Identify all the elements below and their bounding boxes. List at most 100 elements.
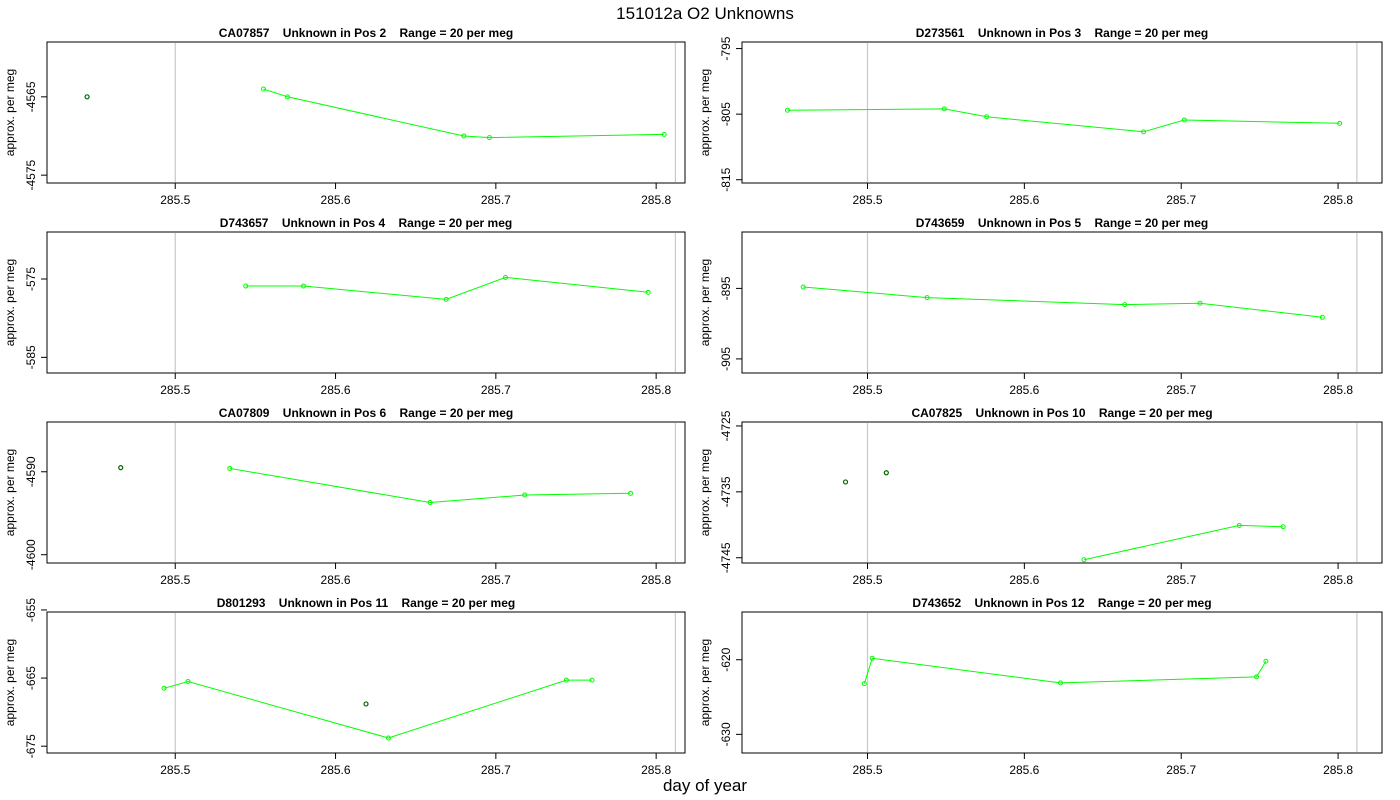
data-point [300, 283, 306, 289]
data-point [1263, 658, 1269, 664]
panel-6: CA07825 Unknown in Pos 10 Range = 20 per… [698, 406, 1383, 587]
x-tick-label: 285.7 [481, 573, 511, 587]
x-tick-label: 285.8 [1323, 193, 1353, 207]
y-tick-label: -895 [719, 276, 733, 300]
data-point [563, 677, 569, 683]
x-tick-label: 285.8 [1323, 763, 1353, 777]
panel-title-part: Range = 20 per meg [1086, 406, 1213, 420]
plot-frame [46, 611, 686, 754]
x-tick-label: 285.8 [641, 573, 671, 587]
panel-title-part: D743659 [916, 216, 965, 230]
x-tick-label: 285.8 [1323, 573, 1353, 587]
plot-frame [46, 231, 686, 374]
data-point [243, 283, 249, 289]
x-tick-label: 285.5 [160, 383, 190, 397]
data-point [461, 133, 467, 139]
panel-title-part: D743652 [912, 596, 961, 610]
x-tick-label: 285.6 [321, 573, 351, 587]
x-tick-label: 285.7 [1166, 383, 1196, 397]
panel-title: CA07857 Unknown in Pos 2 Range = 20 per … [219, 26, 513, 40]
data-point [185, 678, 191, 684]
x-tick-label: 285.6 [1009, 573, 1039, 587]
x-tick-label: 285.5 [852, 763, 882, 777]
panel-title-part: Range = 20 per meg [385, 216, 512, 230]
panel-title: D743652 Unknown in Pos 12 Range = 20 per… [912, 596, 1211, 610]
data-point [1254, 674, 1260, 680]
panel-title-part: Unknown in Pos 2 [269, 26, 386, 40]
panel-title-part: Range = 20 per meg [1085, 596, 1212, 610]
series-line [245, 276, 649, 300]
panel-title: CA07825 Unknown in Pos 10 Range = 20 per… [911, 406, 1212, 420]
x-tick-label: 285.5 [852, 383, 882, 397]
series-line [163, 679, 592, 739]
y-tick-label: -4725 [719, 410, 733, 441]
figure-title: 151012a O2 Unknowns [616, 4, 794, 23]
data-point [284, 94, 290, 100]
y-tick-label: -675 [24, 734, 38, 758]
data-point [1280, 524, 1286, 530]
y-tick-label: -655 [24, 598, 38, 622]
data-point [502, 274, 508, 280]
panel-title-part: Unknown in Pos 6 [269, 406, 386, 420]
isolated-point [363, 701, 369, 707]
plot-frame [46, 41, 686, 184]
x-tick-label: 285.6 [1009, 763, 1039, 777]
x-tick-label: 285.7 [1166, 573, 1196, 587]
plot-frame [46, 421, 686, 564]
series-line [1083, 524, 1284, 561]
data-point [924, 295, 930, 301]
plot-frame [741, 231, 1383, 374]
panel-title: CA07809 Unknown in Pos 6 Range = 20 per … [219, 406, 513, 420]
y-axis-label: approx. per meg [698, 639, 712, 726]
x-tick-label: 285.6 [1009, 193, 1039, 207]
x-tick-label: 285.7 [481, 763, 511, 777]
x-tick-label: 285.6 [321, 763, 351, 777]
y-axis-label: approx. per meg [698, 449, 712, 536]
panel-title-part: Range = 20 per meg [386, 406, 513, 420]
y-tick-label: -4575 [24, 160, 38, 191]
y-axis-label: approx. per meg [3, 259, 17, 346]
panel-8: D743652 Unknown in Pos 12 Range = 20 per… [698, 596, 1383, 777]
y-tick-label: -4735 [719, 476, 733, 507]
series-line [803, 286, 1323, 318]
x-tick-label: 285.6 [1009, 383, 1039, 397]
series-line [863, 657, 1267, 684]
panel-4: D743659 Unknown in Pos 5 Range = 20 per … [698, 216, 1383, 397]
isolated-point [842, 479, 849, 485]
panel-title-part: D801293 [217, 596, 266, 610]
panel-title-part: D273561 [916, 26, 965, 40]
panel-title-part: CA07809 [219, 406, 270, 420]
panel-title-part: CA07825 [911, 406, 962, 420]
panel-title: D743659 Unknown in Pos 5 Range = 20 per … [916, 216, 1208, 230]
data-point [385, 735, 391, 741]
panel-title-part: Range = 20 per meg [1081, 216, 1208, 230]
panels-group: CA07857 Unknown in Pos 2 Range = 20 per … [3, 26, 1383, 777]
y-tick-label: -4745 [719, 542, 733, 573]
panel-2: D273561 Unknown in Pos 3 Range = 20 per … [698, 26, 1383, 207]
isolated-point [118, 465, 124, 471]
x-tick-label: 285.7 [1166, 193, 1196, 207]
data-point [161, 685, 167, 691]
x-tick-label: 285.7 [1166, 763, 1196, 777]
data-point [645, 289, 651, 295]
data-point [1057, 680, 1063, 686]
data-point [1197, 300, 1203, 306]
data-point [427, 499, 433, 505]
panel-title-part: Range = 20 per meg [386, 26, 513, 40]
y-tick-label: -4565 [24, 81, 38, 112]
data-point [443, 296, 449, 302]
panel-title-part: Range = 20 per meg [388, 596, 515, 610]
y-tick-label: -815 [719, 167, 733, 191]
isolated-point [84, 94, 90, 100]
x-tick-label: 285.5 [160, 763, 190, 777]
x-tick-label: 285.6 [321, 193, 351, 207]
y-axis-label: approx. per meg [3, 449, 17, 536]
y-tick-label: -575 [24, 267, 38, 291]
panel-3: D743657 Unknown in Pos 4 Range = 20 per … [3, 216, 686, 397]
x-tick-label: 285.5 [852, 573, 882, 587]
isolated-point [883, 470, 889, 476]
panel-title-part: Unknown in Pos 5 [964, 216, 1081, 230]
y-tick-label: -4590 [24, 456, 38, 487]
panel-5: CA07809 Unknown in Pos 6 Range = 20 per … [3, 406, 686, 587]
